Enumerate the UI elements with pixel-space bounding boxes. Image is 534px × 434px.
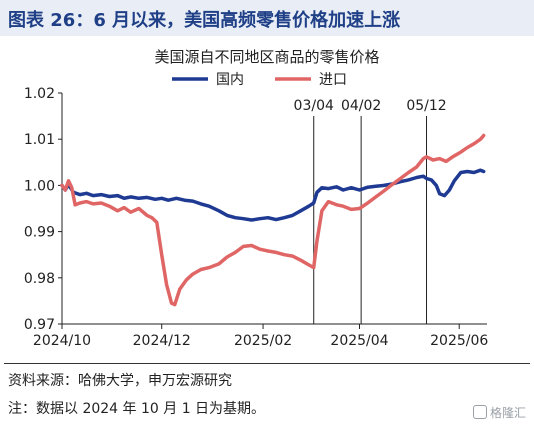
legend-label: 进口: [319, 72, 347, 88]
series-line-imported: [60, 133, 486, 307]
y-tick-label: 1.01: [24, 132, 55, 148]
y-tick-label: 1.00: [24, 178, 55, 194]
x-tick-label: 2024/12: [133, 333, 191, 349]
x-tick-label: 2025/06: [430, 333, 488, 349]
event-annotations: 03/04 04/02 05/12: [294, 98, 447, 324]
base-date-note: 注：数据以 2024 年 10 月 1 日为基期。: [8, 401, 266, 417]
annotation-label: 03/04: [294, 98, 334, 114]
figure-title: 图表 26：6 月以来，美国高频零售价格加速上涨: [8, 10, 401, 31]
series-line-domestic: [60, 168, 486, 222]
y-tick-label: 0.98: [24, 271, 55, 287]
annotation-label: 05/12: [406, 98, 446, 114]
y-tick-label: 0.99: [24, 225, 55, 241]
annotation-label: 04/02: [341, 98, 381, 114]
legend: 国内 进口: [172, 72, 347, 88]
footer-divider: [4, 363, 530, 364]
y-axis: 0.97 0.98 0.99 1.00 1.01 1.02: [24, 86, 63, 333]
header-bar: [0, 0, 534, 36]
chart-title: 美国源自不同地区商品的零售价格: [154, 48, 380, 66]
source-note: 资料来源：哈佛大学，申万宏源研究: [8, 373, 232, 389]
watermark-logo-icon: [472, 405, 487, 419]
x-tick-label: 2025/04: [330, 333, 388, 349]
price-line-chart: 0.970.980.991.001.011.02 2024/10 2024/12 2…: [24, 72, 489, 349]
legend-label: 国内: [216, 72, 244, 88]
watermark-text: 格隆汇: [489, 406, 526, 420]
y-tick-label: 1.02: [24, 86, 55, 102]
series-lines: [60, 133, 486, 307]
x-axis: 2024/10 2024/12 2025/02 2025/04 2025/06: [33, 323, 488, 349]
y-tick-label: 0.97: [24, 317, 55, 333]
x-tick-label: 2025/02: [234, 333, 292, 349]
watermark: 格隆汇: [472, 404, 526, 421]
x-tick-label: 2024/10: [33, 333, 91, 349]
